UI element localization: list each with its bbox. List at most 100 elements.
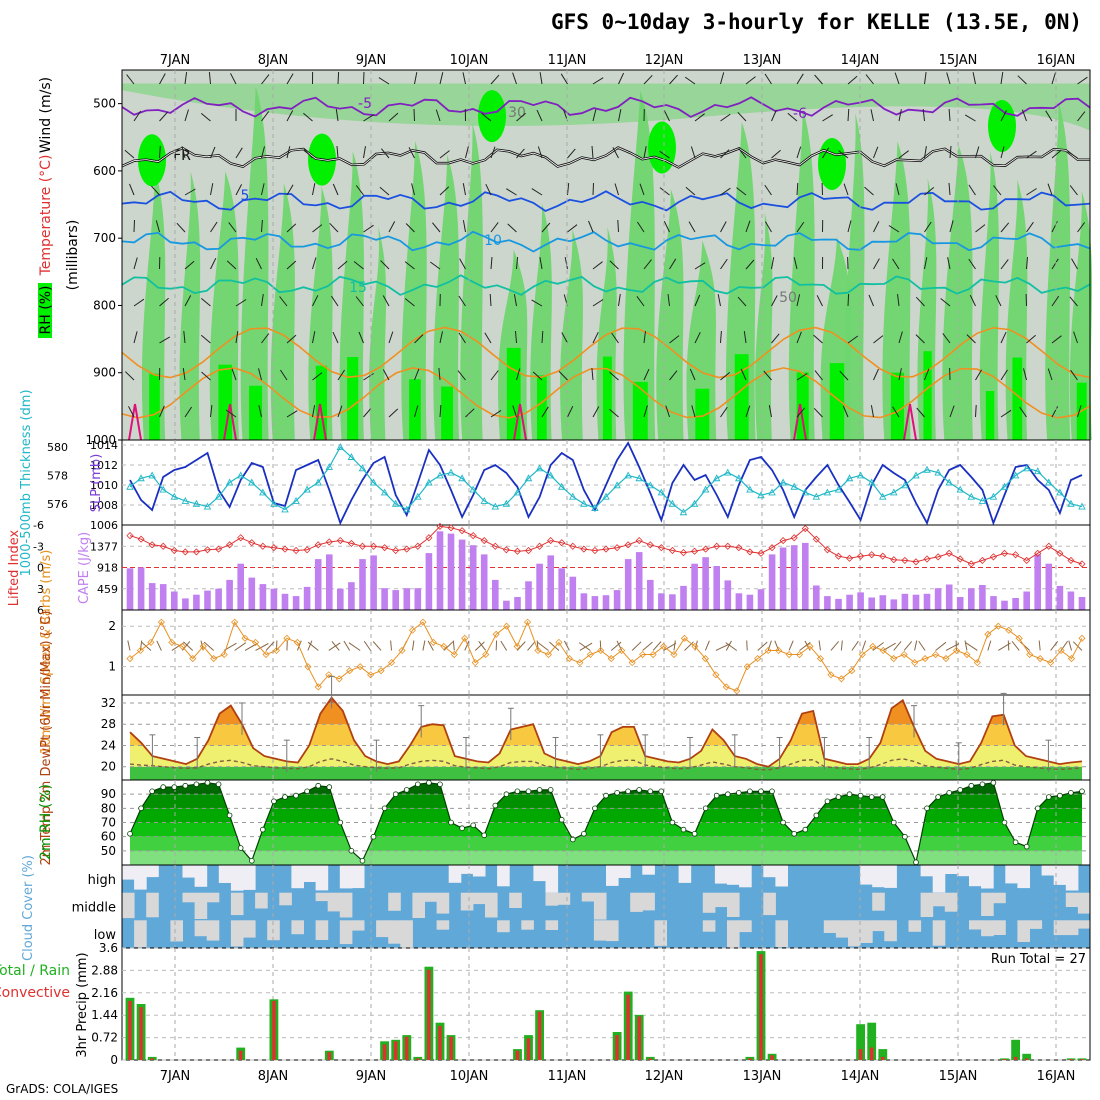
wind-barb — [720, 149, 730, 159]
rh2m-point — [758, 788, 764, 795]
wind-barb — [438, 367, 441, 381]
cape-bar — [613, 590, 621, 610]
wind10m-barb — [183, 641, 194, 651]
wind10m-point — [733, 687, 741, 695]
wind-barb — [128, 406, 135, 418]
wind-barb — [261, 219, 263, 233]
precip-conv-bar — [748, 1058, 752, 1060]
cape-bar — [525, 581, 532, 610]
cloud-gap — [122, 892, 135, 919]
wind-barb — [948, 182, 951, 196]
wind10m-barb — [343, 640, 351, 651]
wind-barb — [771, 257, 775, 270]
wind-barb — [688, 221, 696, 233]
wind-barb — [946, 72, 951, 85]
cloud-gap — [521, 920, 534, 930]
cape-bar — [547, 555, 554, 610]
precip-panel-frame — [121, 947, 1091, 1061]
wind-barb — [465, 408, 475, 418]
cloud-gap — [436, 920, 450, 930]
wind-barb — [924, 257, 928, 270]
wind-barb — [720, 113, 731, 122]
cloud-gap — [884, 920, 897, 942]
cloud-gap — [606, 920, 619, 942]
wind-barb — [532, 371, 543, 381]
wind10m-point — [795, 650, 804, 659]
thickness-point — [923, 465, 931, 473]
wind-barb — [379, 186, 390, 196]
thickness-point — [391, 499, 400, 507]
thickness-point — [967, 492, 976, 500]
cape-bar — [503, 600, 510, 610]
isotherm-line — [121, 230, 1091, 253]
wind-barb — [694, 294, 701, 307]
wind-barb — [332, 331, 339, 344]
cape-bar — [137, 567, 145, 610]
wind10m-point — [764, 646, 772, 655]
wind-barb — [764, 184, 772, 196]
thickness-point — [491, 502, 500, 510]
cape-bar — [868, 597, 875, 610]
wind-barb — [490, 222, 499, 233]
temp-tick-label: 32 — [101, 696, 116, 710]
wind-barb — [1017, 75, 1027, 85]
li-point — [569, 542, 577, 550]
li-point — [602, 545, 610, 553]
wind-barb — [915, 296, 925, 307]
cloud-gap — [291, 920, 304, 935]
contour-label: FR — [173, 148, 191, 164]
wind-barb — [873, 258, 880, 270]
wind-barb — [592, 406, 600, 418]
cape-bar — [658, 593, 665, 610]
thickness-point — [192, 499, 201, 507]
rh2m-point — [414, 781, 421, 788]
ytick-label: 1000 — [85, 433, 116, 447]
rh2m-point — [603, 792, 609, 799]
thickness-point — [203, 502, 212, 510]
cape-tick-label: 459 — [97, 583, 118, 596]
cloud-gap — [581, 892, 595, 902]
wind10m-point — [408, 626, 417, 634]
rh2m-point — [536, 787, 543, 793]
bottom-date-label: 10JAN — [450, 1069, 489, 1084]
wind10m-point — [743, 663, 751, 671]
cloud-gap — [339, 865, 353, 889]
cloud-gap — [1053, 865, 1067, 885]
thickness-point — [259, 488, 267, 496]
wind10m-point — [251, 638, 260, 646]
cape-bar — [890, 599, 898, 610]
wind-barb — [411, 183, 415, 196]
cloud-gap — [255, 892, 268, 909]
wind10m-barb — [903, 641, 913, 651]
wind-barb — [1077, 76, 1088, 85]
cloud-gap — [472, 892, 486, 905]
wind-barb — [490, 256, 493, 270]
cloud-gap — [593, 892, 607, 920]
rh2m-point — [669, 819, 676, 826]
rh2m-point — [1012, 839, 1019, 846]
cape-bar — [359, 559, 366, 610]
li-point — [325, 538, 333, 546]
wind-barb — [689, 368, 696, 381]
cape-bar — [303, 586, 311, 610]
thickness-point — [248, 478, 256, 486]
wind-barb — [592, 331, 599, 344]
slp-tick-label: 1014 — [90, 439, 118, 452]
li-point — [248, 539, 256, 547]
precip-conv-bar — [128, 1000, 132, 1060]
wind-barb — [279, 369, 288, 381]
wind-barb — [516, 112, 526, 122]
cloud-gap — [218, 865, 232, 883]
thickness-point — [1067, 499, 1075, 507]
wind10m-barb — [331, 640, 340, 651]
wind-barb — [796, 146, 802, 159]
rh-upper-core — [818, 137, 846, 190]
wind-barb — [771, 149, 781, 159]
wind-barb — [531, 188, 543, 196]
precip-conv-bar — [770, 1055, 774, 1060]
thickness-point — [126, 482, 134, 490]
thickness-point — [181, 496, 190, 504]
li-point — [690, 547, 699, 555]
wind-barb — [336, 145, 339, 159]
wind10m-point — [440, 642, 448, 650]
